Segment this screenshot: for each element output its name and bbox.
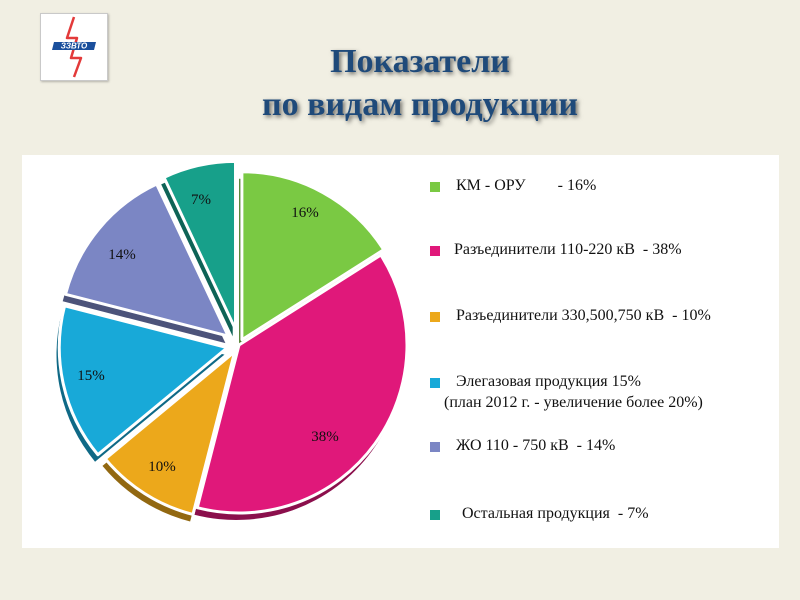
legend-swatch xyxy=(430,442,440,452)
pie-chart: 16% 38% 10% 15% 14% 7% xyxy=(56,159,409,522)
legend-swatch xyxy=(430,246,440,256)
legend-swatch xyxy=(430,312,440,322)
chart-panel: 16% 38% 10% 15% 14% 7% КМ - ОРУ - 16% Разъедин… xyxy=(22,155,779,548)
legend-label: Разъединители 110-220 кВ - 38% xyxy=(454,241,682,258)
pie-slice-1 xyxy=(239,170,386,347)
legend-label: ЖО 110 - 750 кВ - 14% xyxy=(456,437,616,454)
pie-slice-face xyxy=(63,182,230,338)
pie-slice-5 xyxy=(62,182,230,344)
title-line-2: по видам продукции xyxy=(262,86,578,123)
pie-slice-face xyxy=(240,170,386,342)
pie-slice-4 xyxy=(56,304,229,462)
pie-slice-face xyxy=(57,304,229,457)
pie-slice-3 xyxy=(102,350,237,522)
logo-text: ЗЗВТО xyxy=(61,42,88,51)
legend-sublabel: (план 2012 г. - увеличение более 20%) xyxy=(444,394,703,411)
legend-swatch xyxy=(430,182,440,192)
legend-swatch xyxy=(430,510,440,520)
pie-data-label: 14% xyxy=(108,247,136,263)
lightning-bolt-logo-icon: ЗЗВТО xyxy=(52,16,96,78)
pie-data-label: 16% xyxy=(291,205,319,221)
company-logo: ЗЗВТО xyxy=(40,13,108,81)
pie-data-label: 7% xyxy=(191,192,211,208)
chart-legend: КМ - ОРУ - 16% Разъединители 110-220 кВ -… xyxy=(22,155,779,548)
pie-slice-6 xyxy=(161,159,238,337)
pie-data-label: 38% xyxy=(311,429,339,445)
pie-slice-face xyxy=(103,350,237,516)
page-title: Показатели по видам продукции xyxy=(150,40,690,126)
legend-label: Остальная продукция - 7% xyxy=(458,505,649,522)
pie-data-label: 15% xyxy=(77,368,105,384)
legend-label: Элегазовая продукция 15% xyxy=(456,373,641,390)
legend-label: КМ - ОРУ - 16% xyxy=(456,177,597,194)
legend-label: Разъединители 330,500,750 кВ - 10% xyxy=(456,307,711,324)
pie-slice-face xyxy=(162,159,238,331)
legend-swatch xyxy=(430,378,440,388)
pie-slice-2 xyxy=(194,253,409,520)
pie-data-label: 10% xyxy=(148,459,176,475)
title-line-1: Показатели xyxy=(330,43,510,80)
pie-slice-face xyxy=(195,253,409,515)
